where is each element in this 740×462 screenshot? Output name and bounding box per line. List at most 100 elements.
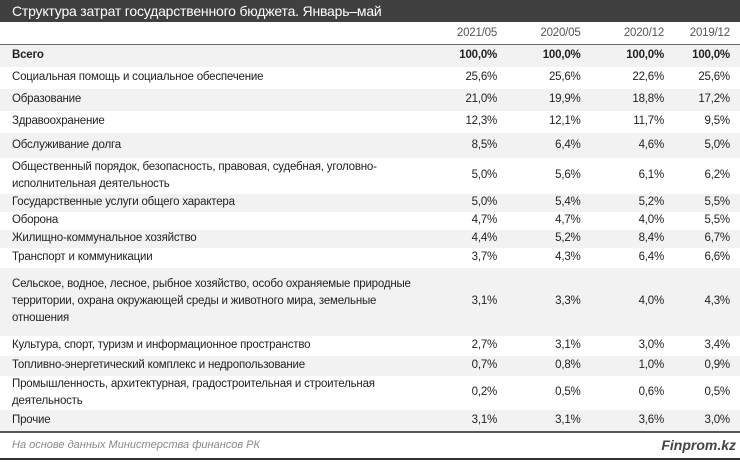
- cell-value: 2,7%: [471, 339, 498, 351]
- cell-value: 4,0%: [580, 267, 664, 336]
- cell-value: 4,7%: [471, 214, 498, 226]
- cell-value: 6,7%: [664, 229, 730, 248]
- cell-value: 12,1%: [548, 115, 581, 127]
- cell-value: 5,6%: [555, 169, 581, 181]
- cell-value: 3,0%: [664, 409, 730, 433]
- cell-value: 0,8%: [497, 355, 581, 376]
- total-row: Всего 100,0% 100,0% 100,0% 100,0%: [0, 44, 740, 67]
- cell-value: 0,7%: [412, 355, 497, 376]
- cell-value: 4,7%: [555, 214, 581, 226]
- row-label: Топливно-энергетический комплекс и недро…: [0, 355, 413, 376]
- column-header: 2020/05: [497, 22, 581, 45]
- cell-value: 3,7%: [471, 251, 498, 263]
- row-label: Культура, спорт, туризм и информационное…: [12, 339, 311, 351]
- cell-value: 6,2%: [704, 169, 731, 181]
- table-row: Сельское, водное, лесное, рыбное хозяйст…: [0, 267, 740, 336]
- cell-value: 11,7%: [633, 115, 665, 127]
- cell-value: 0,6%: [638, 386, 665, 398]
- cell-value: 3,0%: [638, 339, 665, 351]
- cell-value: 6,4%: [497, 132, 581, 158]
- row-label: Общественный порядок, безопасность, прав…: [12, 160, 377, 190]
- column-header: 2019/12: [664, 22, 730, 45]
- cell-value: 100,0%: [497, 44, 581, 67]
- table-row: Топливно-энергетический комплекс и недро…: [0, 355, 740, 376]
- row-label: Государственные услуги общего характера: [0, 193, 413, 212]
- cell-value: 100,0%: [580, 44, 664, 67]
- cell-value: 0,5%: [555, 386, 581, 398]
- cell-value: 0,5%: [704, 386, 731, 398]
- row-label: Обслуживание долга: [0, 132, 413, 158]
- cell-value: 3,1%: [555, 339, 581, 351]
- table-row: Здравоохранение 12,3% 12,1% 11,7% 9,5%: [0, 111, 740, 133]
- row-label: Оборона: [12, 214, 59, 226]
- cell-value: 6,1%: [638, 169, 665, 181]
- header-row: 2021/05 2020/05 2020/12 2019/12: [0, 22, 740, 45]
- cell-value: 6,4%: [638, 251, 665, 263]
- cell-value: 4,0%: [638, 214, 665, 226]
- table-row: Жилищно-коммунальное хозяйство 4,4% 5,2% 8,…: [0, 229, 740, 248]
- footer: На основе данных Министерства финансов Р…: [0, 434, 740, 460]
- label-column-header: [0, 22, 413, 45]
- table-row: Оборона 4,7% 4,7% 4,0% 5,5%: [0, 212, 740, 230]
- cell-value: 5,0%: [471, 169, 498, 181]
- cell-value: 100,0%: [412, 44, 497, 67]
- source-note: На основе данных Министерства финансов Р…: [12, 439, 260, 451]
- cell-value: 8,5%: [412, 132, 497, 158]
- cell-value: 21,0%: [412, 88, 497, 111]
- cell-value: 3,4%: [704, 339, 731, 351]
- cell-value: 3,1%: [412, 267, 497, 336]
- table-row: Промышленность, архитектурная, градостро…: [0, 376, 740, 410]
- cell-value: 3,6%: [580, 409, 664, 433]
- brand-logo: Finprom.kz: [661, 437, 736, 453]
- row-label: Социальная помощь и социальное обеспечен…: [12, 71, 264, 83]
- table-row: Прочие 3,1% 3,1% 3,6% 3,0%: [0, 409, 740, 433]
- cell-value: 5,5%: [664, 193, 730, 212]
- cell-value: 3,1%: [412, 409, 497, 433]
- budget-structure-table: 2021/05 2020/05 2020/12 2019/12 Всего 100…: [0, 22, 740, 433]
- table-row: Социальная помощь и социальное обеспечен…: [0, 67, 740, 89]
- table-row: Государственные услуги общего характера 5…: [0, 193, 740, 212]
- cell-value: 25,6%: [465, 71, 498, 83]
- table-title: Структура затрат государственного бюджет…: [0, 0, 740, 22]
- cell-value: 4,6%: [580, 132, 664, 158]
- cell-value: 25,6%: [698, 71, 730, 83]
- cell-value: 0,2%: [471, 386, 498, 398]
- row-label: Сельское, водное, лесное, рыбное хозяйст…: [0, 267, 413, 336]
- cell-value: 5,0%: [664, 132, 730, 158]
- cell-value: 18,8%: [580, 88, 664, 111]
- row-label: Здравоохранение: [12, 115, 105, 127]
- cell-value: 5,2%: [580, 193, 664, 212]
- cell-value: 5,2%: [497, 229, 581, 248]
- cell-value: 9,5%: [704, 115, 731, 127]
- cell-value: 4,3%: [555, 251, 581, 263]
- column-header: 2021/05: [412, 22, 497, 45]
- row-label: Транспорт и коммуникации: [12, 251, 153, 263]
- cell-value: 4,3%: [664, 267, 730, 336]
- row-label: Жилищно-коммунальное хозяйство: [0, 229, 413, 248]
- table-row: Образование 21,0% 19,9% 18,8% 17,2%: [0, 88, 740, 111]
- cell-value: 25,6%: [548, 71, 581, 83]
- cell-value: 8,4%: [580, 229, 664, 248]
- table-row: Обслуживание долга 8,5% 6,4% 4,6% 5,0%: [0, 132, 740, 158]
- row-label: Промышленность, архитектурная, градостро…: [12, 377, 375, 407]
- column-header: 2020/12: [580, 22, 664, 45]
- cell-value: 5,0%: [412, 193, 497, 212]
- cell-value: 5,5%: [704, 214, 731, 226]
- cell-value: 19,9%: [497, 88, 581, 111]
- cell-value: 12,3%: [465, 115, 498, 127]
- cell-value: 17,2%: [664, 88, 730, 111]
- cell-value: 5,4%: [497, 193, 581, 212]
- table-row: Транспорт и коммуникации 3,7% 4,3% 6,4% 6,6%: [0, 248, 740, 268]
- row-label: Всего: [0, 44, 413, 67]
- cell-value: 22,6%: [632, 71, 665, 83]
- table-row: Общественный порядок, безопасность, прав…: [0, 158, 740, 194]
- cell-value: 1,0%: [580, 355, 664, 376]
- row-label: Образование: [0, 88, 413, 111]
- row-label: Прочие: [0, 409, 413, 433]
- cell-value: 4,4%: [412, 229, 497, 248]
- cell-value: 100,0%: [664, 44, 730, 67]
- cell-value: 3,1%: [497, 409, 581, 433]
- cell-value: 0,9%: [664, 355, 730, 376]
- cell-value: 6,6%: [704, 251, 731, 263]
- table-row: Культура, спорт, туризм и информационное…: [0, 336, 740, 356]
